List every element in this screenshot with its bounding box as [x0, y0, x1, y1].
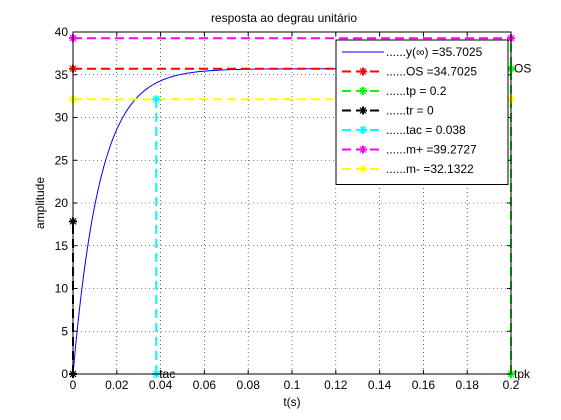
y-tick-label: 35 — [55, 68, 69, 82]
legend-marker-3 — [359, 107, 367, 115]
annotation-tpk: tpk — [514, 367, 531, 381]
y-tick-label: 10 — [55, 282, 69, 296]
x-tick-label: 0.14 — [368, 378, 392, 392]
legend-label-0: ......y(∞) =35.7025 — [386, 45, 483, 59]
x-tick-label: 0 — [70, 378, 77, 392]
x-tick-label: 0.02 — [105, 378, 129, 392]
x-tick-label: 0.06 — [193, 378, 217, 392]
legend-label-5: ......m+ =39.2727 — [386, 143, 477, 157]
y-tick-label: 25 — [55, 153, 69, 167]
x-tick-label: 0.1 — [284, 378, 301, 392]
y-tick-label: 5 — [61, 324, 68, 338]
legend-marker-6 — [359, 165, 367, 173]
y-tick-label: 40 — [55, 25, 69, 39]
y-axis-label: amplitude — [33, 177, 47, 229]
legend-label-1: ......OS =34.7025 — [386, 65, 477, 79]
y-tick-label: 0 — [61, 367, 68, 381]
y-tick-label: 15 — [55, 239, 69, 253]
y-tick-label: 30 — [55, 111, 69, 125]
legend-label-6: ......m- =32.1322 — [386, 162, 474, 176]
data-marker-6 — [152, 95, 160, 103]
x-tick-label: 0.12 — [324, 378, 348, 392]
legend-label-2: ......tp = 0.2 — [386, 84, 447, 98]
chart-title: resposta ao degrau unitário — [211, 11, 357, 25]
annotation-os: OS — [514, 62, 531, 76]
annotation-tac: tac — [159, 367, 175, 381]
x-tick-label: 0.08 — [237, 378, 261, 392]
x-tick-label: 0.18 — [456, 378, 480, 392]
legend-label-3: ......tr = 0 — [386, 104, 434, 118]
legend-marker-1 — [359, 68, 367, 76]
x-tick-label: 0.16 — [412, 378, 436, 392]
legend-label-4: ......tac = 0.038 — [386, 123, 466, 137]
legend: ......y(∞) =35.7025 ......OS =34.7025....… — [336, 40, 508, 185]
y-tick-label: 20 — [55, 196, 69, 210]
legend-marker-4 — [359, 126, 367, 134]
x-axis-label: t(s) — [283, 395, 300, 409]
legend-marker-5 — [359, 146, 367, 154]
legend-marker-2 — [359, 87, 367, 95]
